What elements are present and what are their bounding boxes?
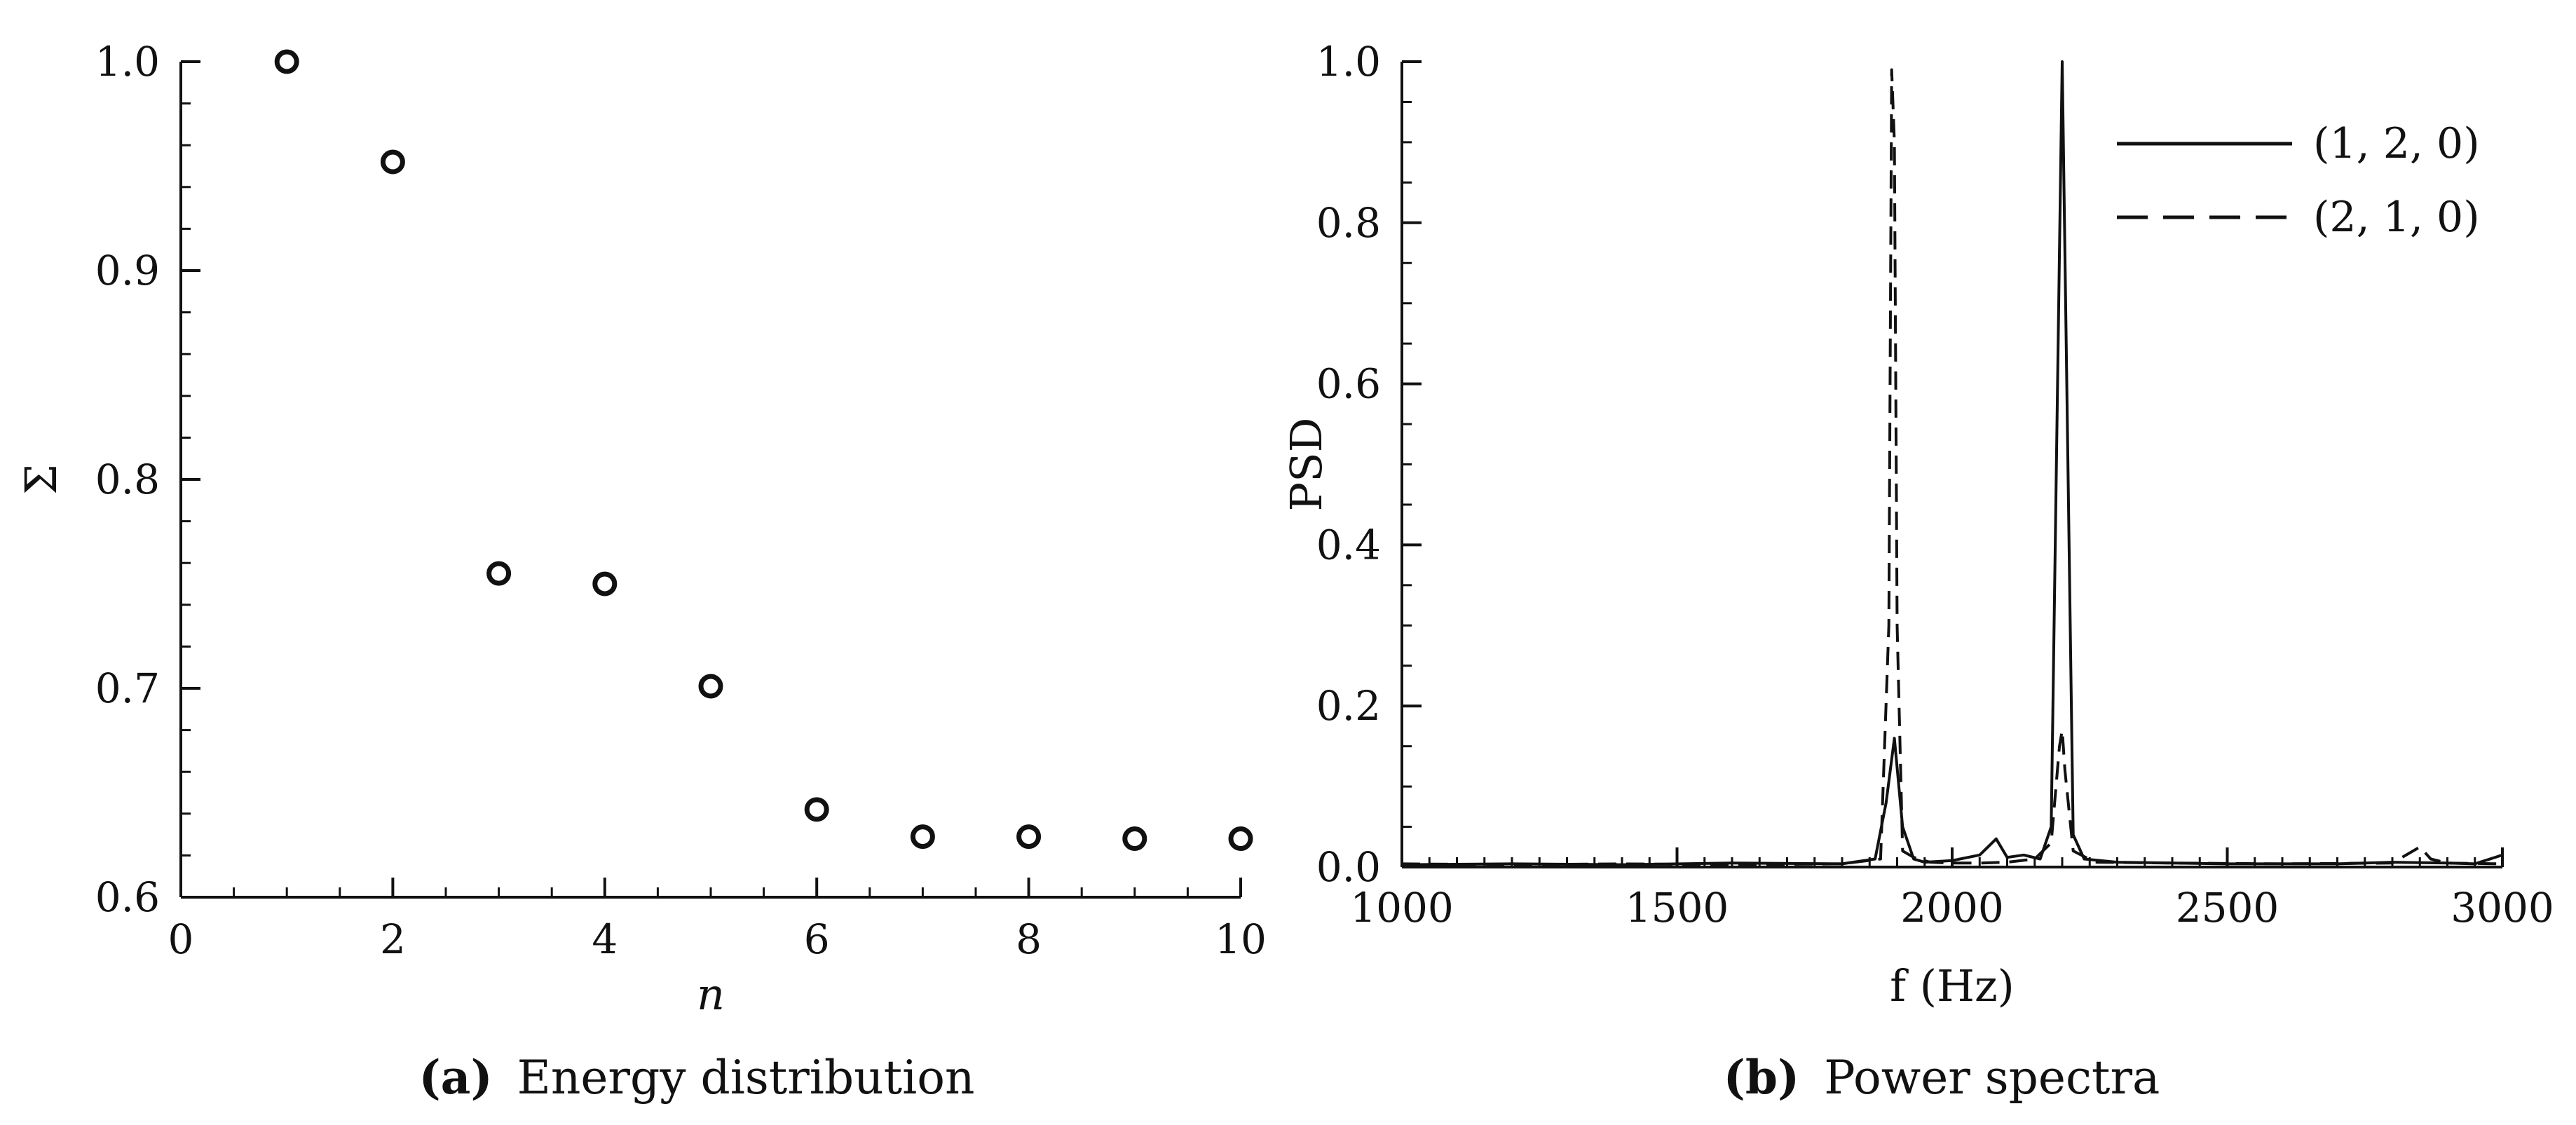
- panel-a-data-point: [486, 561, 512, 586]
- panel-b-series-1-line: [1401, 60, 2503, 866]
- panel-b-legend: (1, 2, 0) (2, 1, 0): [2117, 119, 2480, 242]
- panel-b-caption-text: Power spectra: [1824, 1051, 2160, 1105]
- panel-a-x-tick-label: 0: [168, 915, 194, 963]
- panel-a-data-point: [1016, 824, 1042, 850]
- panel-b-x-axis-label: f (Hz): [1890, 960, 2015, 1011]
- panel-a-y-axis-label: Σ: [15, 464, 67, 495]
- panel-a-x-axis-label: n: [697, 969, 725, 1020]
- panel-a-caption: (a) Energy distribution: [418, 1050, 974, 1105]
- panel-b-x-tick-label: 3000: [2451, 884, 2554, 932]
- panel-a-data-point: [1122, 826, 1147, 852]
- panel-b-power-spectra: 1000 1500 2000 2500 3000 0.0 0.2 0.4 0.6 0.8 1.0 (…: [1281, 38, 2554, 1105]
- panel-a-data-point: [804, 797, 829, 822]
- panel-a-x-tick-label: 2: [380, 915, 406, 963]
- panel-a-y-tick-label: 1.0: [95, 38, 160, 86]
- panel-b-y-axis-label: PSD: [1281, 418, 1332, 512]
- panel-a-data-point: [274, 49, 299, 74]
- panel-a-ticks: [179, 60, 1242, 899]
- panel-a-data-point: [592, 571, 618, 596]
- panel-b-y-tick-label: 0.0: [1316, 843, 1381, 891]
- panel-b-series-2-line: [1401, 68, 2503, 866]
- panel-a-data-point: [698, 674, 723, 699]
- panel-a-x-tick-label: 8: [1016, 915, 1042, 963]
- panel-b-caption-label: (b): [1724, 1050, 1800, 1105]
- panel-a-y-tick-label: 0.6: [95, 873, 160, 921]
- panel-a-x-tick-label: 4: [592, 915, 618, 963]
- panel-b-series-lines: [1401, 60, 2503, 866]
- panel-a-y-tick-label: 0.9: [95, 247, 160, 294]
- panel-a-x-tick-label: 10: [1215, 915, 1267, 963]
- panel-b-y-tick-label: 1.0: [1316, 38, 1381, 86]
- panel-b-y-tick-label: 0.4: [1316, 521, 1381, 568]
- panel-a-data-points: [274, 49, 1253, 852]
- panel-a-data-point: [1228, 826, 1253, 852]
- panel-b-tick-labels: 1000 1500 2000 2500 3000 0.0 0.2 0.4 0.6 0.8 1.0: [1316, 38, 2554, 932]
- panel-a-tick-labels: 0 2 4 6 8 10 0.6 0.7 0.8 0.9 1.0: [95, 38, 1267, 963]
- panel-a-x-tick-label: 6: [804, 915, 830, 963]
- panel-a-data-point: [380, 149, 405, 175]
- panel-a-caption-label: (a): [418, 1050, 492, 1105]
- legend-label-series-2: (2, 1, 0): [2313, 193, 2480, 242]
- panel-b-x-tick-label: 2500: [2176, 884, 2279, 932]
- panel-a-y-tick-label: 0.7: [95, 664, 160, 712]
- panel-b-y-tick-label: 0.8: [1316, 199, 1381, 247]
- panel-a-caption-text: Energy distribution: [517, 1051, 975, 1105]
- panel-b-axes: [1401, 62, 2502, 868]
- panel-a-data-point: [910, 824, 935, 850]
- legend-label-series-1: (1, 2, 0): [2313, 119, 2480, 168]
- panel-a-energy-distribution: 0 2 4 6 8 10 0.6 0.7 0.8 0.9 1.0 n Σ (a) Energy di…: [15, 38, 1267, 1105]
- panel-b-y-tick-label: 0.6: [1316, 360, 1381, 408]
- panel-b-x-tick-label: 1500: [1626, 884, 1729, 932]
- panel-b-caption: (b) Power spectra: [1724, 1050, 2160, 1105]
- panel-b-x-tick-label: 1000: [1350, 884, 1454, 932]
- panel-b-ticks: [1401, 60, 2504, 868]
- panel-b-y-tick-label: 0.2: [1316, 682, 1381, 730]
- panel-a-axes: [179, 62, 1241, 899]
- panel-a-y-tick-label: 0.8: [95, 456, 160, 503]
- panel-b-x-tick-label: 2000: [1900, 884, 2004, 932]
